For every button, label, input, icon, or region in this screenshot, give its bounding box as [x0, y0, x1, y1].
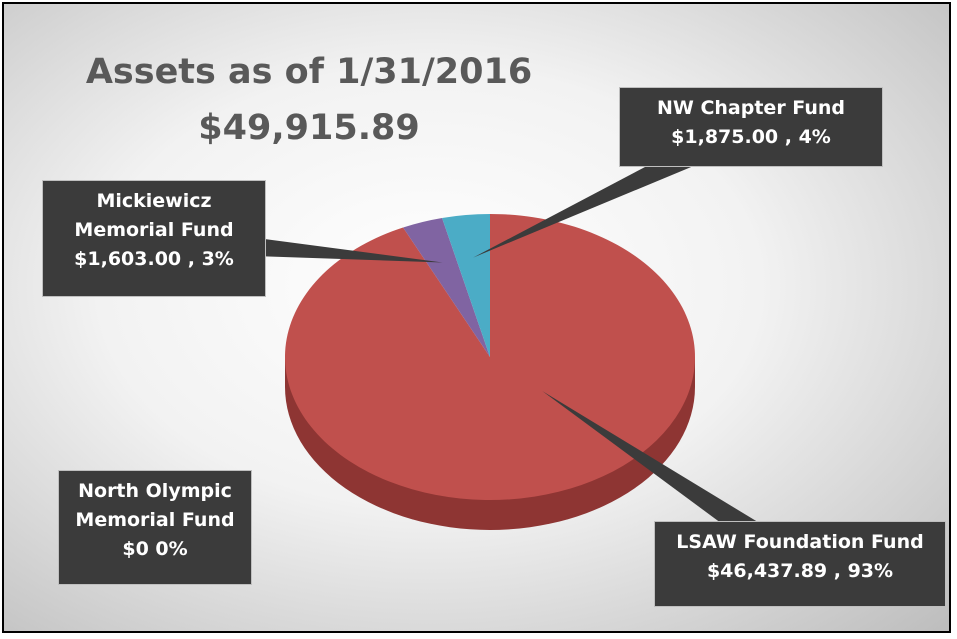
- pie-slice: [284, 214, 695, 500]
- label-category: Mickiewicz Memorial Fund: [74, 190, 234, 241]
- label-category: LSAW Foundation Fund: [676, 531, 924, 553]
- label-value: $46,437.89 , 93%: [706, 560, 894, 582]
- label-value: $0 0%: [122, 538, 188, 560]
- pie-slice: [403, 217, 490, 357]
- label-category: North Olympic Memorial Fund: [75, 480, 235, 531]
- data-label: North Olympic Memorial Fund $0 0%: [58, 470, 252, 585]
- label-category: NW Chapter Fund: [656, 97, 845, 119]
- chart: Assets as of 1/31/2016 $49,915.89 LSAW F…: [2, 2, 951, 633]
- data-label: NW Chapter Fund $1,875.00 , 4%: [619, 87, 883, 167]
- data-label: LSAW Foundation Fund $46,437.89 , 93%: [654, 521, 946, 607]
- label-value: $1,875.00 , 4%: [671, 126, 831, 148]
- chart-title: Assets as of 1/31/2016: [85, 52, 533, 92]
- label-value: $1,603.00 , 3%: [74, 248, 234, 270]
- data-label: Mickiewicz Memorial Fund $1,603.00 , 3%: [42, 180, 266, 297]
- pie-slice: [442, 214, 490, 357]
- chart-subtitle: $49,915.89: [198, 108, 420, 148]
